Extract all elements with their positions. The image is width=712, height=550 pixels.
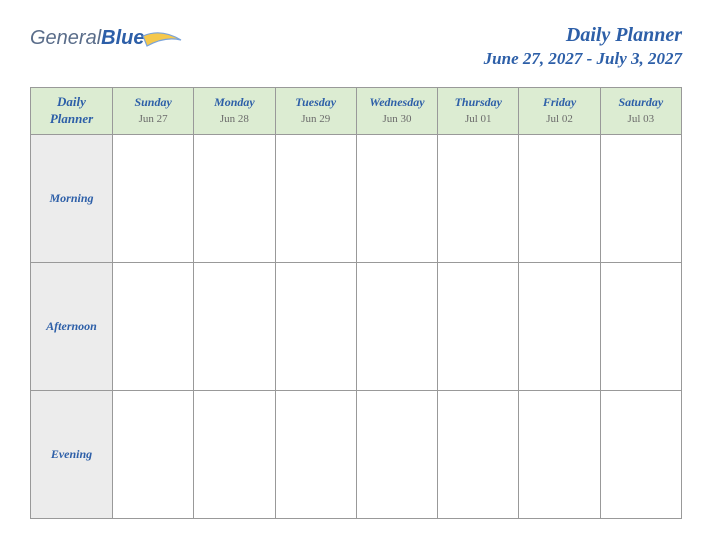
day-date: Jun 27	[115, 112, 191, 126]
day-date: Jun 30	[359, 112, 435, 126]
corner-cell: Daily Planner	[31, 88, 113, 135]
cell-evening-fri	[519, 390, 600, 518]
day-header-tuesday: Tuesday Jun 29	[275, 88, 356, 135]
page-title: Daily Planner	[484, 24, 682, 47]
day-name: Monday	[196, 95, 272, 111]
row-evening: Evening	[31, 390, 682, 518]
cell-afternoon-mon	[194, 262, 275, 390]
day-name: Saturday	[603, 95, 679, 111]
day-name: Sunday	[115, 95, 191, 111]
row-afternoon: Afternoon	[31, 262, 682, 390]
day-name: Friday	[521, 95, 597, 111]
day-header-wednesday: Wednesday Jun 30	[356, 88, 437, 135]
day-header-saturday: Saturday Jul 03	[600, 88, 681, 135]
header-row: General Blue Daily Planner June 27, 2027…	[30, 24, 682, 69]
swoosh-icon	[141, 30, 187, 52]
cell-morning-fri	[519, 134, 600, 262]
day-header-sunday: Sunday Jun 27	[113, 88, 194, 135]
cell-afternoon-tue	[275, 262, 356, 390]
cell-morning-thu	[438, 134, 519, 262]
cell-evening-tue	[275, 390, 356, 518]
period-label-afternoon: Afternoon	[31, 262, 113, 390]
cell-evening-wed	[356, 390, 437, 518]
cell-evening-sun	[113, 390, 194, 518]
planner-table: Daily Planner Sunday Jun 27 Monday Jun 2…	[30, 87, 682, 519]
day-date: Jul 02	[521, 112, 597, 126]
cell-morning-sat	[600, 134, 681, 262]
cell-evening-sat	[600, 390, 681, 518]
cell-afternoon-sun	[113, 262, 194, 390]
period-label-morning: Morning	[31, 134, 113, 262]
day-header-friday: Friday Jul 02	[519, 88, 600, 135]
cell-afternoon-sat	[600, 262, 681, 390]
logo-word-blue: Blue	[101, 27, 144, 50]
day-date: Jun 29	[278, 112, 354, 126]
day-name: Wednesday	[359, 95, 435, 111]
cell-afternoon-fri	[519, 262, 600, 390]
day-name: Tuesday	[278, 95, 354, 111]
day-name: Thursday	[440, 95, 516, 111]
cell-afternoon-thu	[438, 262, 519, 390]
cell-morning-mon	[194, 134, 275, 262]
cell-afternoon-wed	[356, 262, 437, 390]
logo: General Blue	[30, 24, 187, 52]
cell-evening-mon	[194, 390, 275, 518]
logo-word-general: General	[30, 27, 101, 50]
cell-evening-thu	[438, 390, 519, 518]
header-row: Daily Planner Sunday Jun 27 Monday Jun 2…	[31, 88, 682, 135]
day-date: Jul 03	[603, 112, 679, 126]
title-block: Daily Planner June 27, 2027 - July 3, 20…	[484, 24, 682, 69]
day-header-monday: Monday Jun 28	[194, 88, 275, 135]
cell-morning-tue	[275, 134, 356, 262]
day-date: Jun 28	[196, 112, 272, 126]
day-date: Jul 01	[440, 112, 516, 126]
logo-text: General Blue	[30, 27, 145, 50]
day-header-thursday: Thursday Jul 01	[438, 88, 519, 135]
cell-morning-wed	[356, 134, 437, 262]
period-label-evening: Evening	[31, 390, 113, 518]
cell-morning-sun	[113, 134, 194, 262]
row-morning: Morning	[31, 134, 682, 262]
date-range: June 27, 2027 - July 3, 2027	[484, 49, 682, 69]
